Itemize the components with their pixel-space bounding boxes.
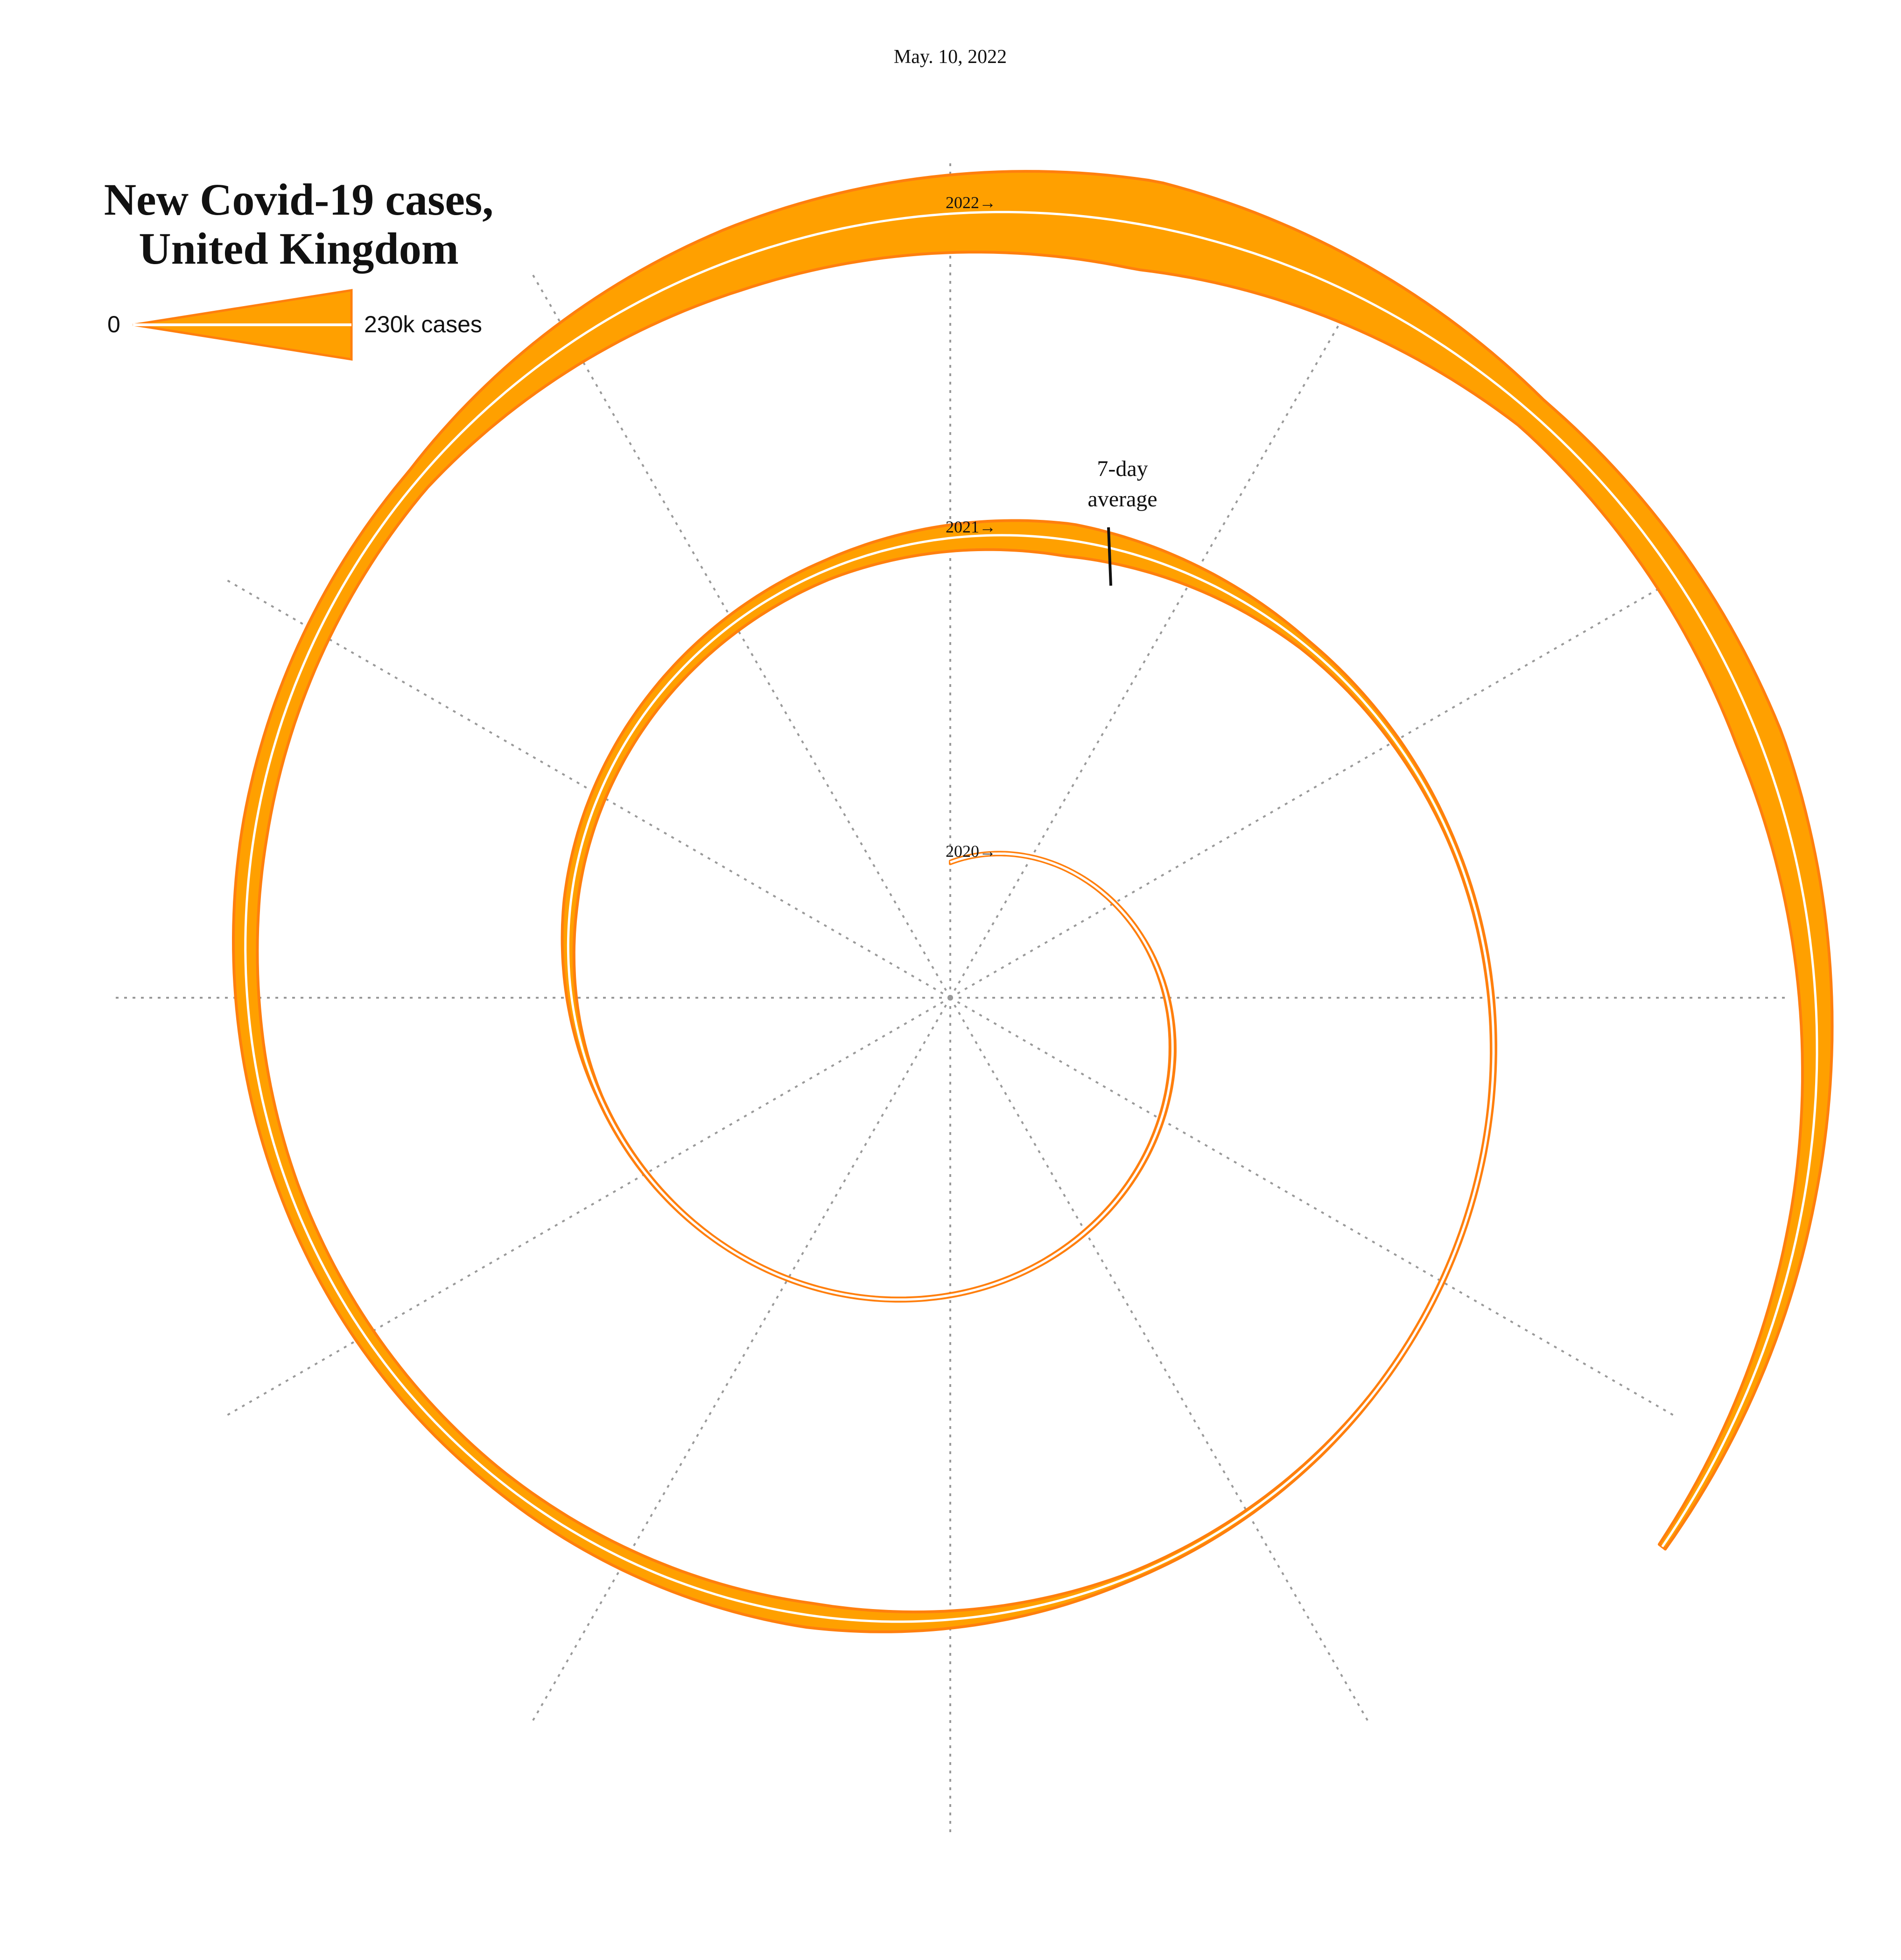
- legend-min-label: 0: [107, 311, 120, 337]
- grid-spoke: [949, 577, 1678, 999]
- grid-spoke: [529, 997, 951, 1726]
- grid-spoke: [222, 577, 951, 999]
- annotation-line1: 7-day: [1097, 456, 1148, 481]
- legend-max-label: 230k cases: [364, 311, 482, 337]
- chart-title-line2: United Kingdom: [139, 224, 458, 273]
- year-label: 2020→: [946, 842, 996, 861]
- annotation-pointer: [1107, 527, 1112, 586]
- cases-band: [232, 170, 1834, 1633]
- annotation-line2: average: [1087, 487, 1157, 511]
- average-line: [244, 210, 1818, 1623]
- grid-spoke: [222, 997, 951, 1419]
- grid-spoke: [949, 997, 1678, 1419]
- legend: 0 230k cases: [107, 289, 482, 361]
- date-label: May. 10, 2022: [894, 46, 1007, 68]
- year-label: 2021→: [946, 518, 996, 536]
- chart-title-line1: New Covid-19 cases,: [104, 175, 494, 224]
- grid-spoke: [949, 270, 1371, 999]
- grid-spoke: [949, 997, 1371, 1726]
- annotation: 7-day average: [1087, 456, 1157, 586]
- grid-spoke: [529, 270, 951, 999]
- spiral-band: [232, 170, 1834, 1633]
- year-labels: 2020→ 2021→ 2022→: [946, 193, 996, 861]
- year-label: 2022→: [946, 193, 996, 212]
